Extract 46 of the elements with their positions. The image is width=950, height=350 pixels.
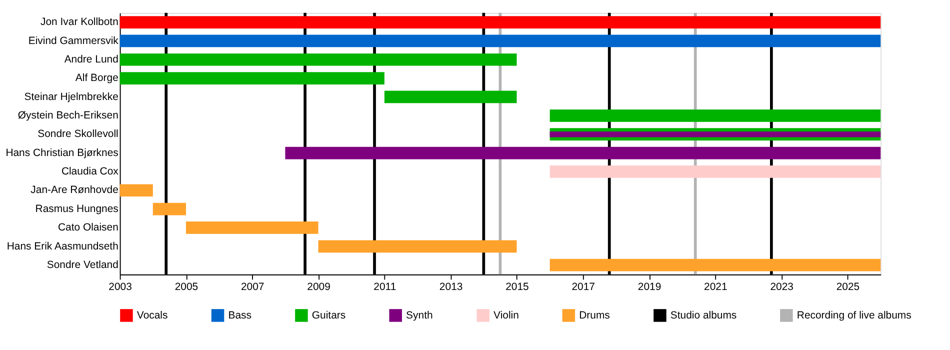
y-tick-label: Sondre Vetland xyxy=(46,260,119,271)
x-tick-label: 2003 xyxy=(108,282,132,294)
x-tick-label: 2005 xyxy=(174,282,198,294)
x-tick-label: 2015 xyxy=(506,282,530,294)
bar xyxy=(152,202,186,216)
bar xyxy=(120,53,517,66)
legend-label: Vocals xyxy=(136,310,168,322)
bar xyxy=(186,222,318,234)
x-tick-label: 2011 xyxy=(374,282,396,294)
y-tick-label: Rasmus Hungnes xyxy=(35,204,118,215)
x-tick-label: 2013 xyxy=(439,282,463,294)
y-tick-label: Cato Olaisen xyxy=(58,222,119,234)
y-tick-label: Hans Erik Aasmundseth xyxy=(6,241,119,252)
x-tick-label: 2025 xyxy=(836,282,860,294)
bar xyxy=(318,240,517,253)
x-tick-label: 2021 xyxy=(704,282,728,294)
bar xyxy=(550,109,881,122)
legend-label: Drums xyxy=(579,310,610,322)
x-tick-label: 2017 xyxy=(572,282,596,294)
bar xyxy=(550,258,881,272)
bar xyxy=(120,184,153,197)
y-tick-label: Øystein Bech-Eriksen xyxy=(18,110,119,122)
legend-label: Studio albums xyxy=(670,310,737,322)
y-tick-label: Eivind Gammersvik xyxy=(28,36,120,47)
legend-label: Synth xyxy=(406,310,433,322)
x-tick-label: 2023 xyxy=(770,282,794,294)
bar xyxy=(120,34,881,48)
x-tick-label: 2019 xyxy=(638,282,662,294)
bar xyxy=(550,166,881,178)
legend-label: Guitars xyxy=(312,310,346,322)
y-tick-label: Steinar Hjelmbrekke xyxy=(24,92,119,103)
y-tick-label: Sondre Skollevoll xyxy=(38,129,118,140)
bar xyxy=(120,72,384,84)
y-tick-label: Jon Ivar Kollbotn xyxy=(40,17,119,28)
legend-label: Bass xyxy=(228,310,252,322)
y-tick-label: Andre Lund xyxy=(64,54,119,66)
y-tick-label: Jan-Are Rønhovde xyxy=(30,185,119,196)
y-tick-label: Claudia Cox xyxy=(61,166,120,178)
bar xyxy=(384,90,517,104)
y-tick-label: Alf Borge xyxy=(75,73,119,84)
y-tick-label: Hans Christian Bjørknes xyxy=(6,148,118,159)
x-tick-label: 2009 xyxy=(307,282,331,294)
bar xyxy=(120,16,881,28)
legend-label: Recording of live albums xyxy=(796,310,912,322)
legend-label: Violin xyxy=(494,310,520,322)
x-tick-label: 2007 xyxy=(240,282,264,294)
